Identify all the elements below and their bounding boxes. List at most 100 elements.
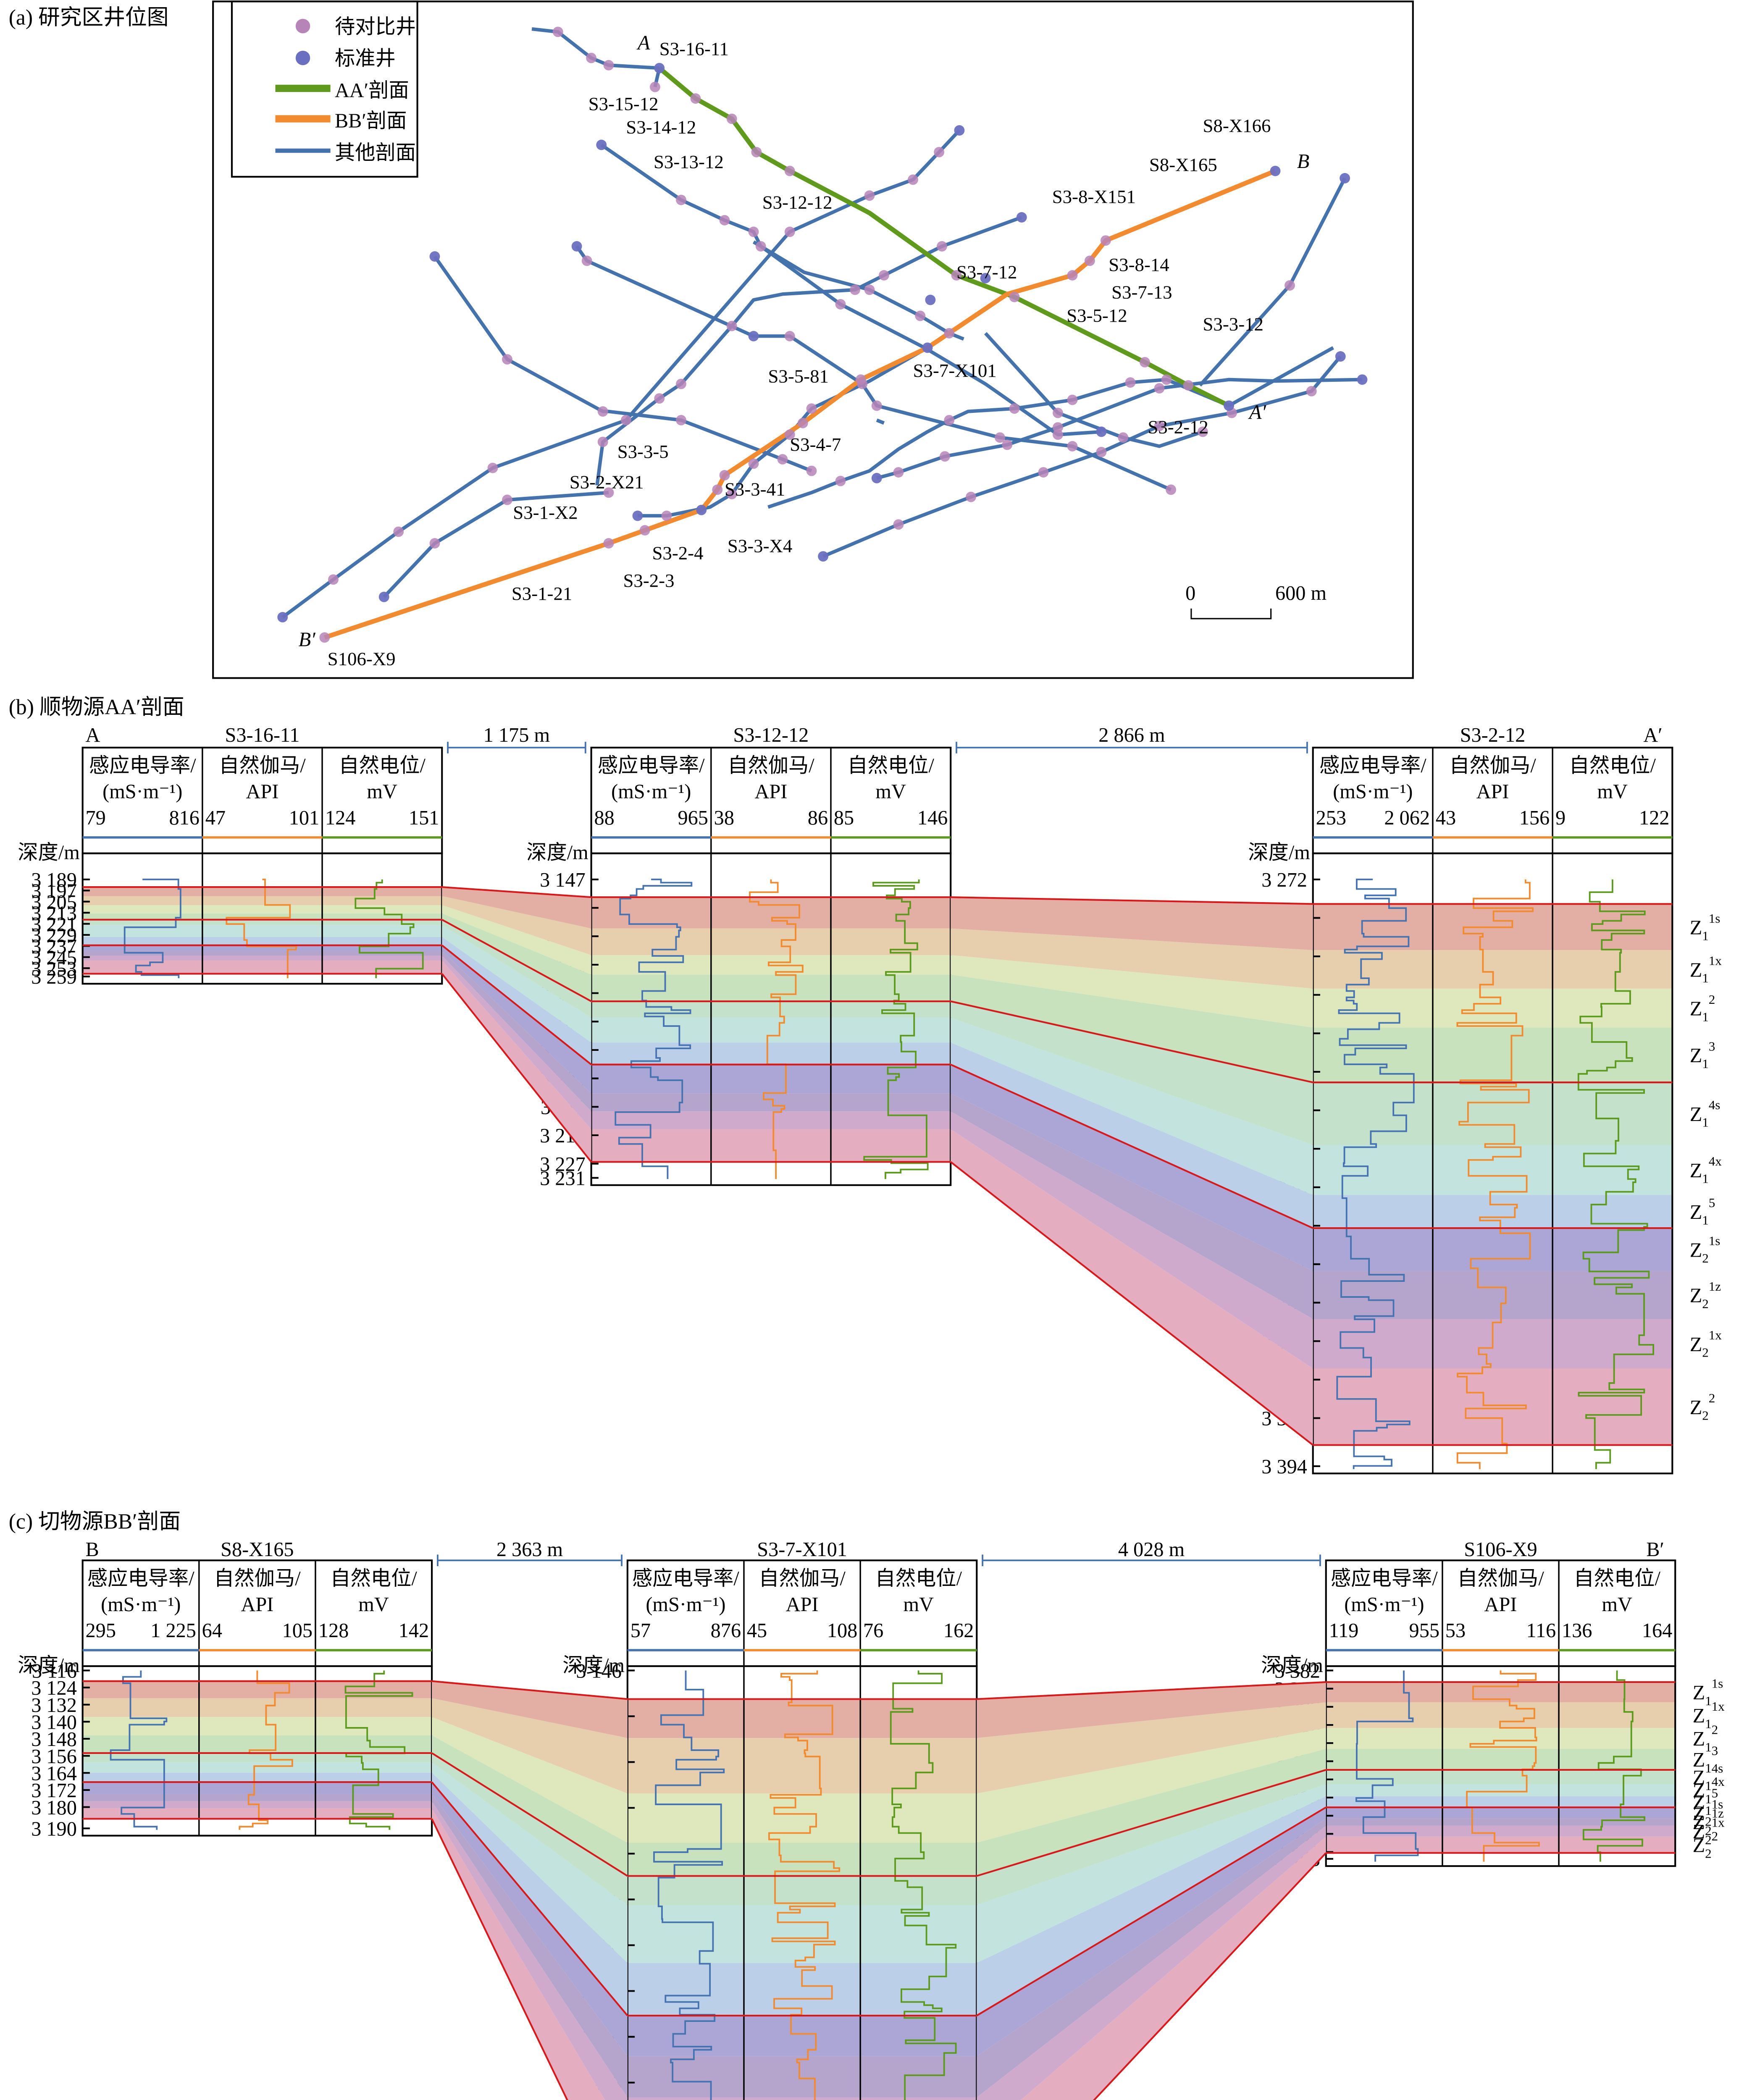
layer-band: [1326, 1769, 1676, 1785]
legend-label-standard-well: 标准井: [335, 47, 396, 70]
depth-tick-label: 3 229: [31, 924, 77, 947]
layer-label-sup: 2: [1712, 1829, 1718, 1843]
layer-correlation-band: [951, 928, 1313, 989]
layer-correlation-band: [442, 956, 591, 1129]
layer-correlation-band: [977, 1748, 1326, 1876]
standard-well-marker: [1270, 165, 1281, 176]
candidate-well-marker: [1140, 357, 1150, 368]
candidate-well-marker: [1009, 291, 1020, 302]
depth-tick-label: 3 221: [31, 914, 77, 936]
scale-min-gamma: 43: [1436, 807, 1456, 829]
lake-flood-correlation-line: [431, 1752, 628, 1877]
candidate-well-marker: [649, 81, 660, 92]
depth-axis-label: 深度/m: [562, 1654, 625, 1677]
depth-tick-label: 3 146: [576, 1660, 622, 1683]
candidate-well-marker: [552, 26, 563, 37]
layer-label-sub: 1: [1705, 1717, 1712, 1731]
layer-band: [1313, 1144, 1673, 1195]
depth-tick-label: 3 156: [31, 1746, 77, 1768]
well-column: S8-X165 感应电导率/ (mS·m⁻¹) 295 1 225 自然伽马/API 64 1…: [18, 1538, 433, 1840]
log-curve-gamma: [768, 1670, 841, 2100]
layer-label-sup: 1z: [1709, 1279, 1721, 1294]
scale-start-label: 0: [1185, 582, 1195, 604]
candidate-well-marker: [676, 378, 686, 389]
section-start-marker: B: [86, 1538, 99, 1561]
layer-correlation-band: [951, 955, 1313, 1028]
layer-correlation-band: [977, 1807, 1326, 2056]
layer-correlation-band: [432, 1735, 628, 1876]
candidate-well-marker: [502, 354, 512, 365]
well-label: S3-8-X151: [1052, 186, 1136, 207]
layer-label-sub: 1: [1705, 1761, 1712, 1775]
bb-section-line: [324, 168, 1277, 640]
track-title-gamma: 自然伽马/: [1449, 755, 1536, 777]
candidate-well-marker: [620, 415, 631, 425]
track-title-sp: 自然电位/: [1574, 1567, 1660, 1590]
candidate-well-marker: [850, 284, 860, 295]
layer-label-sub: 2: [1705, 1832, 1712, 1847]
wells-layer: [277, 26, 1368, 643]
candidate-well-marker: [603, 538, 614, 549]
layer-correlation-band: [977, 1784, 1326, 1963]
candidate-well-marker: [1038, 467, 1049, 478]
candidate-well-marker: [639, 525, 650, 536]
scale-min-conductivity: 295: [86, 1620, 116, 1642]
layer-band: [627, 2016, 977, 2056]
layer-band: [591, 1017, 951, 1043]
layer-correlation-band: [442, 925, 591, 1043]
log-curve-conductivity: [653, 1670, 725, 2100]
other-section-line: [876, 418, 885, 425]
log-curve-gamma: [749, 879, 804, 1179]
candidate-well-marker: [1306, 386, 1317, 396]
layer-band: [82, 950, 442, 956]
depth-tick-label: 3 132: [31, 1694, 77, 1717]
track-title-gamma: 自然伽马/: [214, 1567, 301, 1590]
layer-correlation-band: [977, 1682, 1326, 1738]
layer-label-sub: 2: [1705, 1846, 1712, 1861]
layer-label-sub: 1: [1702, 1115, 1709, 1130]
standard-well-marker: [980, 273, 991, 284]
scale-min-sp: 128: [318, 1620, 349, 1642]
layer-label-sub: 1: [1702, 971, 1709, 985]
candidate-well-marker: [1084, 255, 1095, 266]
candidate-well-marker: [944, 328, 955, 339]
layer-label-sup: 1s: [1709, 911, 1721, 926]
layer-band: [1326, 1818, 1676, 1826]
candidate-well-marker: [784, 226, 795, 237]
legend-label-candidate-well: 待对比井: [335, 16, 416, 38]
legend-label-aa: AA′剖面: [335, 79, 409, 102]
scale-max-sp: 142: [399, 1620, 429, 1642]
track-unit-sp: mV: [904, 1593, 934, 1616]
track-unit-sp: mV: [358, 1593, 389, 1616]
aa-section-path: [658, 66, 1230, 408]
layer-band: [627, 2097, 977, 2100]
standard-well-marker: [571, 241, 582, 252]
distance-label: 2 866 m: [1098, 724, 1165, 746]
well-label: S8-X166: [1203, 115, 1271, 136]
candidate-well-marker: [937, 241, 947, 252]
depth-tick-label: 3 245: [31, 947, 77, 969]
layer-correlation-band: [442, 913, 591, 1002]
standard-well-marker: [818, 551, 829, 562]
track-unit-conductivity: (mS·m⁻¹): [611, 781, 691, 803]
layer-label: Z13: [1690, 1039, 1715, 1071]
standard-well-marker: [429, 251, 440, 262]
candidate-well-marker: [1100, 235, 1111, 246]
layer-band: [82, 1698, 432, 1717]
track-title-conductivity: 感应电导率/: [598, 755, 705, 777]
depth-tick-label: 3 148: [31, 1728, 77, 1751]
section-aa-title: (b) 顺物源AA′剖面: [9, 696, 184, 719]
layer-label: Z22: [1690, 1391, 1715, 1423]
layer-band: [82, 937, 442, 945]
scale-min-sp: 76: [863, 1620, 883, 1642]
candidate-well-marker: [1198, 426, 1208, 437]
candidate-well-marker: [603, 487, 614, 498]
depth-tick-label: 3 190: [31, 1818, 77, 1840]
layer-band: [82, 919, 442, 925]
scale-max-sp: 122: [1639, 807, 1669, 829]
candidate-well-marker: [755, 241, 766, 252]
layer-label-sup: 4s: [1712, 1761, 1723, 1776]
layer-correlation-band: [977, 1825, 1326, 2100]
other-section-line: [383, 491, 609, 598]
layer-correlation-band: [951, 974, 1313, 1083]
